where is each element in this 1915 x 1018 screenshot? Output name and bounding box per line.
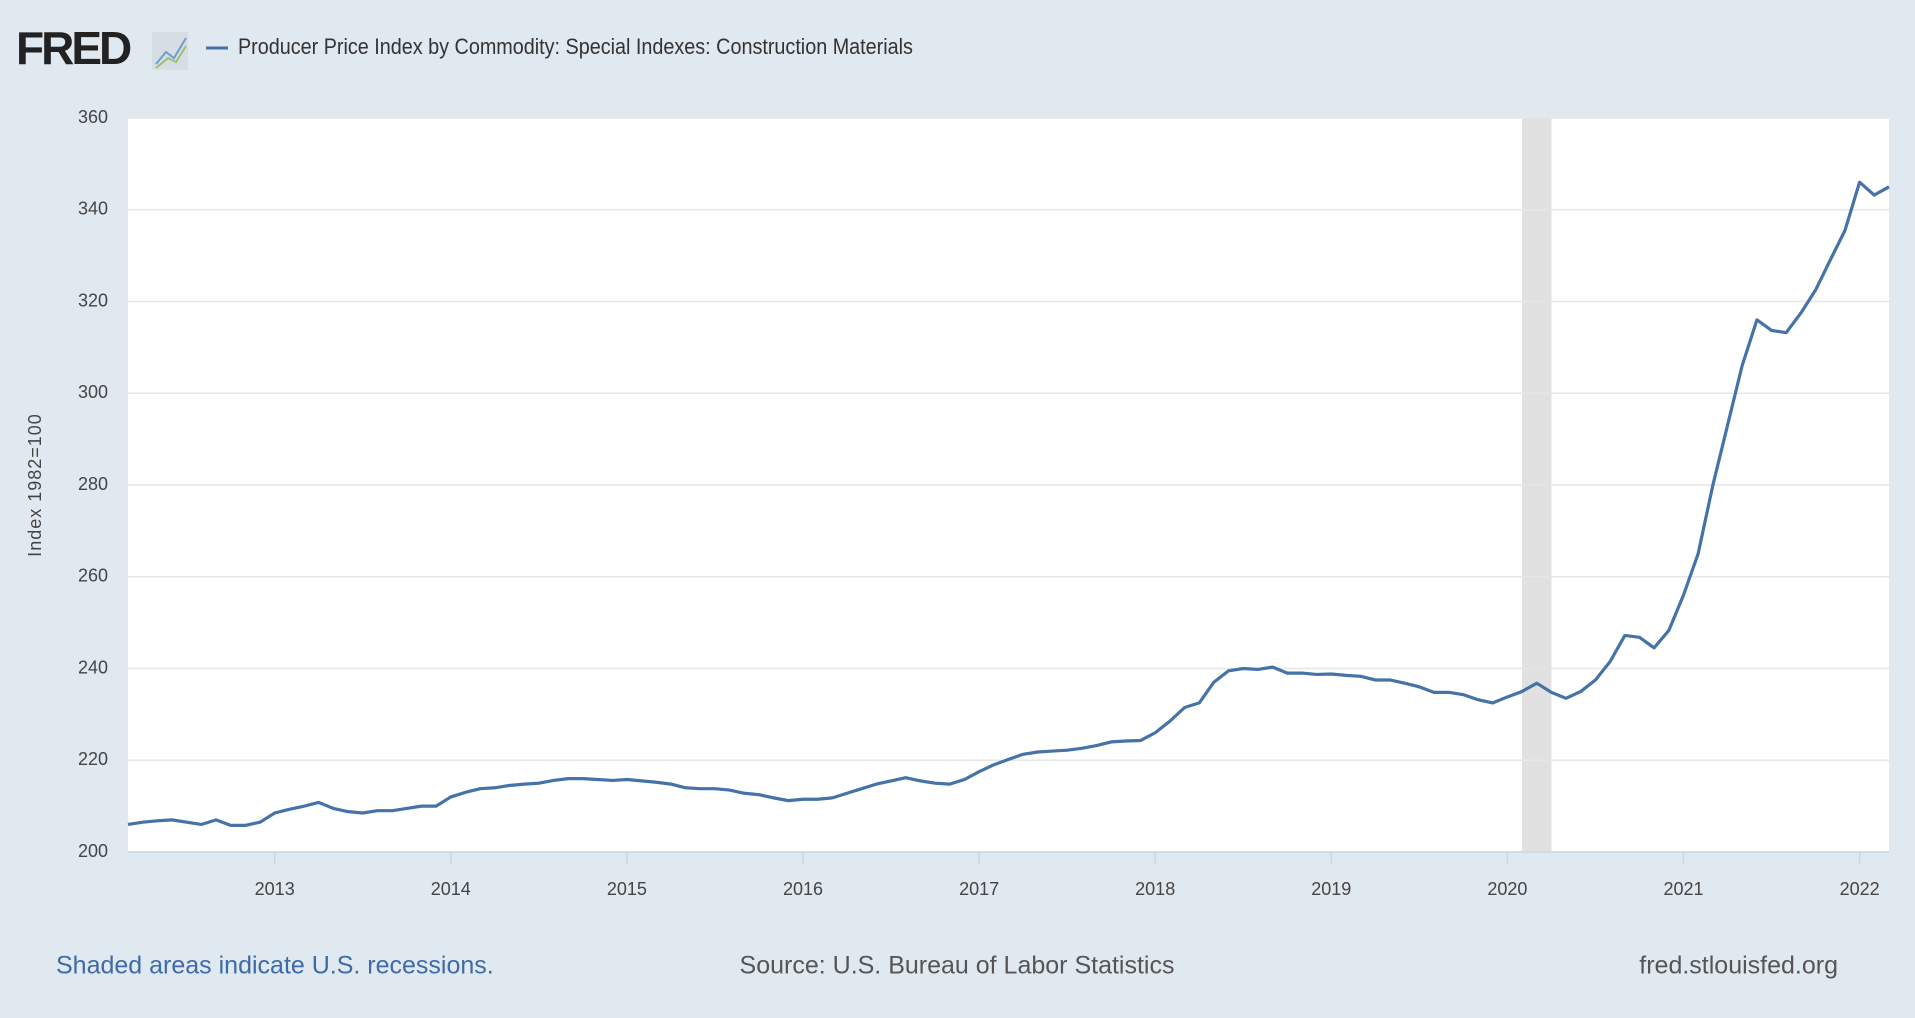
x-tick-label: 2019 [1311, 879, 1351, 899]
x-tick-label: 2014 [431, 879, 471, 899]
y-tick-label: 360 [78, 107, 108, 127]
data-line [127, 180, 1890, 827]
y-tick-label: 280 [78, 474, 108, 494]
credit: fred.stlouisfed.org [1639, 952, 1838, 980]
y-tick-label: 240 [78, 657, 108, 677]
x-tick-label: 2021 [1663, 879, 1703, 899]
legend-label: Producer Price Index by Commodity: Speci… [238, 35, 913, 59]
x-tick-label: 2022 [1840, 879, 1880, 899]
x-tick-label: 2018 [1135, 879, 1175, 899]
logo: FRED [16, 22, 131, 74]
x-tick-label: 2015 [607, 879, 647, 899]
source: Source: U.S. Bureau of Labor Statistics [740, 952, 1175, 980]
x-tick-label: 2016 [783, 879, 823, 899]
x-tick-label: 2017 [959, 879, 999, 899]
y-tick-label: 220 [78, 749, 108, 769]
recession-note: Shaded areas indicate U.S. recessions. [56, 952, 494, 980]
y-tick-label: 320 [78, 290, 108, 310]
y-tick-label: 340 [78, 199, 108, 219]
y-tick-label: 200 [78, 841, 108, 861]
x-tick-label: 2020 [1487, 879, 1527, 899]
y-tick-label: 300 [78, 382, 108, 402]
y-axis-label: Index 1982=100 [25, 413, 45, 557]
logo-icon [152, 32, 188, 70]
x-tick-label: 2013 [255, 879, 295, 899]
y-tick-label: 260 [78, 566, 108, 586]
